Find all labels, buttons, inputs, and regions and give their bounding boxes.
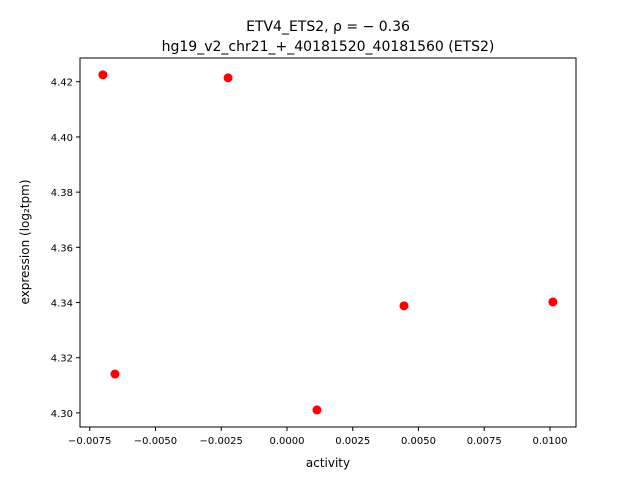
data-point <box>223 73 233 83</box>
x-tick-label: 0.0000 <box>269 436 304 447</box>
data-point <box>312 405 322 415</box>
data-point <box>110 369 120 379</box>
x-tick-label: 0.0025 <box>335 436 370 447</box>
y-tick-label: 4.40 <box>51 133 73 144</box>
x-tick-label: −0.0050 <box>134 436 177 447</box>
chart-title-line2: hg19_v2_chr21_+_40181520_40181560 (ETS2) <box>162 39 495 55</box>
x-tick-label: 0.0075 <box>467 436 502 447</box>
x-axis-label: activity <box>306 456 350 470</box>
x-tick-label: −0.0075 <box>68 436 111 447</box>
y-tick-label: 4.32 <box>51 354 73 365</box>
y-axis-label: expression (log₂tpm) <box>18 179 32 304</box>
data-point <box>98 70 108 80</box>
plot-area <box>79 57 577 428</box>
x-tick-label: 0.0050 <box>401 436 436 447</box>
chart-title-line1: ETV4_ETS2, ρ = − 0.36 <box>246 19 410 35</box>
y-tick-label: 4.42 <box>51 78 73 89</box>
y-tick-label: 4.30 <box>51 409 73 420</box>
data-point <box>548 297 558 307</box>
y-tick-label: 4.36 <box>51 243 73 254</box>
data-point <box>399 301 409 311</box>
x-tick-label: −0.0025 <box>200 436 243 447</box>
x-tick-label: 0.0100 <box>532 436 567 447</box>
y-tick-label: 4.38 <box>51 188 73 199</box>
y-tick-label: 4.34 <box>51 299 73 310</box>
